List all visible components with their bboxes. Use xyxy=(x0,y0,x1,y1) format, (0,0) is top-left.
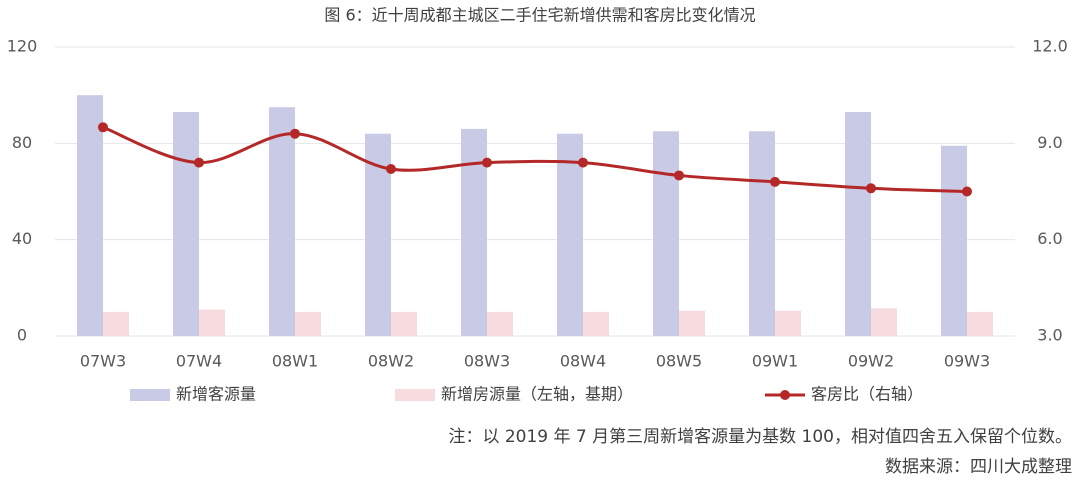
x-tick-label: 07W3 xyxy=(80,352,126,371)
x-tick-label: 08W5 xyxy=(656,352,702,371)
bar xyxy=(295,311,321,336)
legend-label: 客房比（右轴） xyxy=(811,385,923,404)
y2-tick-label: 12.0 xyxy=(1032,37,1068,56)
bar xyxy=(269,107,295,336)
bar xyxy=(941,145,967,336)
legend-swatch xyxy=(395,389,435,401)
bar xyxy=(103,311,129,336)
line-marker xyxy=(98,122,108,133)
bar xyxy=(557,133,583,336)
bar xyxy=(487,311,513,336)
y2-tick-label: 3.0 xyxy=(1037,326,1062,345)
line-marker xyxy=(866,183,876,194)
x-tick-label: 08W3 xyxy=(464,352,510,371)
line xyxy=(102,125,968,193)
y-tick-label: 0 xyxy=(17,326,27,345)
x-tick-label: 08W1 xyxy=(272,352,318,371)
x-tick-label: 08W2 xyxy=(368,352,414,371)
x-tick-label: 08W4 xyxy=(560,352,606,371)
line-marker xyxy=(674,170,684,181)
chart-title: 图 6：近十周成都主城区二手住宅新增供需和客房比变化情况 xyxy=(324,6,755,25)
y2-tick-label: 9.0 xyxy=(1037,133,1062,152)
bar xyxy=(653,131,679,336)
bar xyxy=(583,311,609,336)
x-tick-label: 07W4 xyxy=(176,352,222,371)
bar xyxy=(775,310,801,336)
legend-label: 新增房源量（左轴，基期） xyxy=(441,385,633,404)
bar xyxy=(967,311,993,336)
line-marker xyxy=(770,176,780,187)
bar xyxy=(845,112,871,337)
x-tick-label: 09W3 xyxy=(944,352,990,371)
line-marker xyxy=(962,186,972,197)
y-tick-label: 120 xyxy=(7,37,38,56)
bar xyxy=(871,308,897,336)
bar xyxy=(391,311,417,336)
x-tick-label: 09W1 xyxy=(752,352,798,371)
bar xyxy=(199,309,225,336)
legend-swatch xyxy=(130,389,170,401)
bar xyxy=(749,131,775,336)
bar xyxy=(679,310,705,336)
bar xyxy=(173,112,199,337)
y-tick-label: 40 xyxy=(12,229,32,248)
line-marker xyxy=(482,157,492,168)
x-tick-label: 09W2 xyxy=(848,352,894,371)
legend-swatch xyxy=(780,390,790,400)
note: 数据来源：四川大成整理 xyxy=(885,457,1072,477)
line-marker xyxy=(290,128,300,139)
y-tick-label: 80 xyxy=(12,133,32,152)
line-marker xyxy=(194,157,204,168)
line-marker xyxy=(386,164,396,175)
y2-tick-label: 6.0 xyxy=(1037,229,1062,248)
legend-label: 新增客源量 xyxy=(176,385,256,404)
bar xyxy=(77,95,103,337)
line-marker xyxy=(578,157,588,168)
note: 注：以 2019 年 7 月第三周新增客源量为基数 100，相对值四舍五入保留个… xyxy=(448,427,1072,447)
